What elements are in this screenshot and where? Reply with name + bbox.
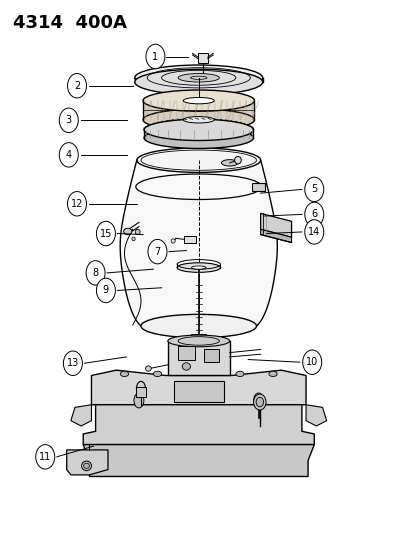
Ellipse shape — [141, 314, 256, 338]
Text: 9: 9 — [102, 286, 109, 295]
Text: 12: 12 — [71, 199, 83, 209]
Ellipse shape — [144, 127, 253, 149]
Ellipse shape — [171, 239, 175, 243]
Circle shape — [59, 108, 78, 133]
Ellipse shape — [134, 393, 144, 408]
Polygon shape — [305, 405, 326, 426]
Circle shape — [304, 202, 323, 227]
Text: 6: 6 — [311, 209, 317, 220]
Circle shape — [96, 278, 115, 303]
Bar — [173, 381, 223, 402]
Circle shape — [86, 261, 105, 285]
Ellipse shape — [183, 117, 214, 123]
Ellipse shape — [137, 148, 260, 172]
Ellipse shape — [136, 381, 145, 396]
Ellipse shape — [253, 394, 266, 410]
Bar — [252, 182, 264, 191]
Text: 3: 3 — [66, 115, 72, 125]
Text: 4314  400A: 4314 400A — [13, 14, 127, 32]
Ellipse shape — [221, 160, 237, 166]
Text: 4: 4 — [66, 150, 72, 160]
Ellipse shape — [268, 371, 276, 376]
Text: 5: 5 — [311, 184, 317, 195]
Text: 10: 10 — [305, 357, 318, 367]
Circle shape — [304, 177, 323, 201]
Text: 15: 15 — [100, 229, 112, 239]
Bar — [144, 130, 253, 138]
Text: 2: 2 — [74, 81, 80, 91]
Circle shape — [59, 143, 78, 167]
Ellipse shape — [256, 397, 263, 407]
Polygon shape — [66, 450, 108, 475]
Ellipse shape — [178, 74, 219, 82]
Text: 7: 7 — [154, 247, 160, 256]
Text: 14: 14 — [307, 227, 320, 237]
Ellipse shape — [234, 157, 241, 164]
Bar — [203, 349, 219, 362]
Ellipse shape — [135, 65, 262, 91]
Ellipse shape — [177, 263, 220, 272]
Ellipse shape — [120, 371, 128, 376]
Bar — [184, 236, 195, 243]
Ellipse shape — [135, 229, 140, 235]
Bar — [167, 341, 229, 375]
Ellipse shape — [182, 363, 190, 370]
Text: 11: 11 — [39, 452, 51, 462]
Text: 1: 1 — [152, 52, 158, 61]
Polygon shape — [260, 213, 291, 237]
Ellipse shape — [191, 266, 206, 269]
Circle shape — [63, 351, 82, 375]
Ellipse shape — [83, 463, 89, 469]
Ellipse shape — [167, 335, 229, 347]
Bar — [143, 101, 254, 120]
Bar — [197, 53, 207, 63]
Polygon shape — [120, 160, 276, 326]
Ellipse shape — [144, 119, 253, 141]
Circle shape — [36, 445, 55, 469]
Ellipse shape — [123, 228, 132, 235]
Ellipse shape — [145, 366, 151, 371]
Polygon shape — [83, 445, 313, 477]
Polygon shape — [260, 229, 291, 243]
Circle shape — [304, 220, 323, 244]
Polygon shape — [71, 405, 91, 426]
Ellipse shape — [81, 461, 91, 471]
Ellipse shape — [253, 393, 263, 408]
Ellipse shape — [143, 90, 254, 111]
Ellipse shape — [143, 109, 254, 131]
Ellipse shape — [135, 69, 262, 95]
Ellipse shape — [183, 98, 214, 104]
Bar — [191, 334, 206, 344]
Circle shape — [67, 191, 86, 216]
Circle shape — [147, 239, 166, 264]
Polygon shape — [83, 405, 313, 445]
Circle shape — [67, 74, 86, 98]
Ellipse shape — [235, 371, 244, 376]
Bar — [136, 387, 145, 397]
Text: 13: 13 — [66, 358, 79, 368]
Ellipse shape — [153, 371, 161, 376]
Ellipse shape — [132, 237, 135, 241]
Polygon shape — [91, 370, 305, 405]
Circle shape — [145, 44, 164, 69]
Circle shape — [96, 221, 115, 246]
Circle shape — [302, 350, 321, 374]
Bar — [178, 346, 195, 360]
Text: 8: 8 — [93, 268, 98, 278]
